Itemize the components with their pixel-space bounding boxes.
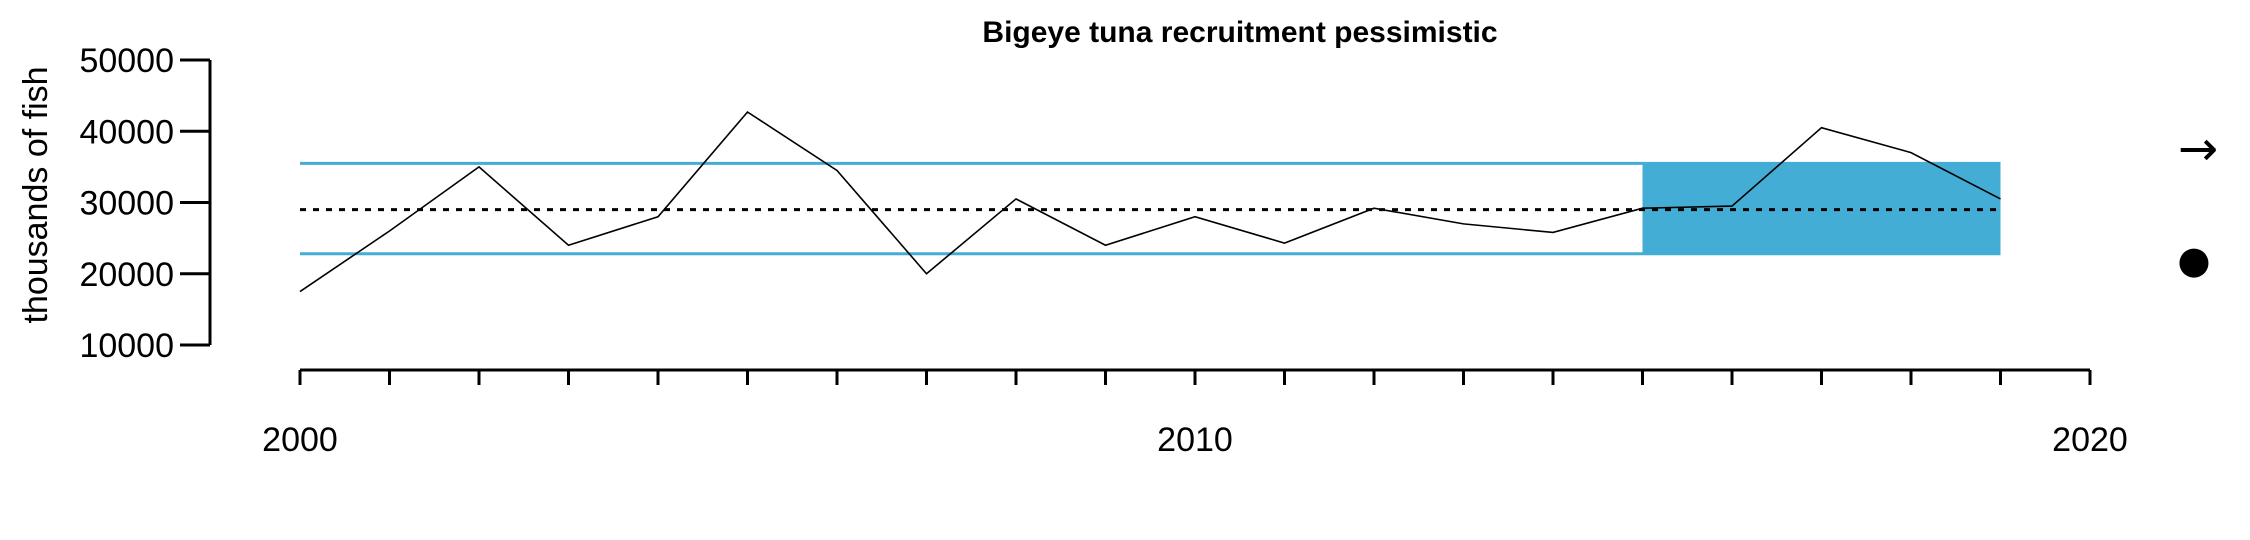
y-tick-label: 50000 xyxy=(79,42,174,80)
y-axis-label: thousands of fish xyxy=(17,66,55,323)
status-dot-icon: ● xyxy=(2177,238,2210,282)
y-axis: 10000 20000 30000 40000 50000 xyxy=(79,42,212,365)
x-axis: 2000 2010 2020 xyxy=(262,368,2128,459)
y-tick-label: 30000 xyxy=(79,185,174,223)
y-tick-label: 20000 xyxy=(79,256,174,294)
x-tick-label: 2000 xyxy=(262,421,338,459)
series-line xyxy=(299,110,2001,293)
y-tick-label: 40000 xyxy=(79,113,174,151)
x-tick-label: 2010 xyxy=(1157,421,1233,459)
trend-arrow-icon: → xyxy=(2178,121,2218,177)
chart-title: Bigeye tuna recruitment pessimistic xyxy=(982,16,1497,49)
x-tick-label: 2020 xyxy=(2052,421,2128,459)
y-tick-label: 10000 xyxy=(79,327,174,365)
